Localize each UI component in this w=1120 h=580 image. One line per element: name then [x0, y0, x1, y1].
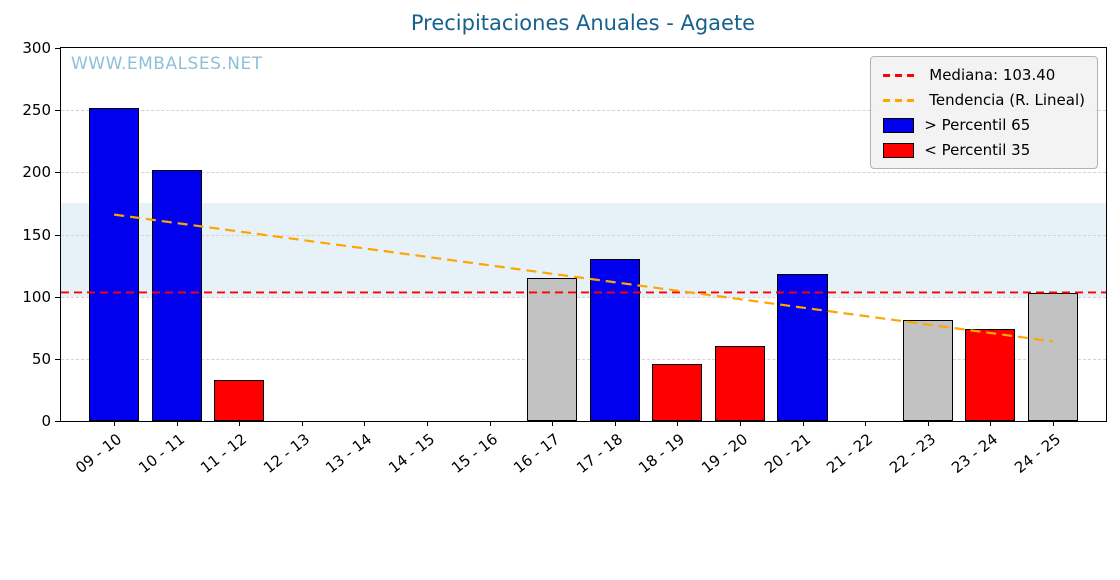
bar-09-10: [89, 107, 140, 421]
legend-label: Mediana: 103.40: [929, 66, 1056, 84]
legend-item: Mediana: 103.40: [883, 66, 1085, 84]
gridline: [61, 296, 1106, 298]
x-tick-mark: [677, 421, 679, 426]
x-tick-mark: [802, 421, 804, 426]
x-tick-mark: [739, 421, 741, 426]
x-tick-mark: [489, 421, 491, 426]
bar-24-25: [1027, 292, 1078, 421]
x-tick-mark: [552, 421, 554, 426]
y-tick-mark: [55, 110, 61, 112]
bar-16-17: [527, 278, 578, 421]
bar-23-24: [965, 329, 1016, 421]
y-tick-label: 300: [22, 39, 51, 57]
x-tick-mark: [1052, 421, 1054, 426]
y-tick-label: 50: [31, 349, 51, 368]
trend-line: [114, 213, 1053, 343]
x-tick-mark: [927, 421, 929, 426]
legend-item: > Percentil 65: [883, 116, 1085, 134]
x-tick-mark: [176, 421, 178, 426]
y-tick-label: 200: [22, 163, 51, 182]
legend-box-swatch: [883, 117, 915, 133]
x-tick-mark: [114, 421, 116, 426]
y-tick-mark: [55, 48, 61, 49]
x-tick-mark: [301, 421, 303, 426]
bar-22-23: [902, 320, 953, 421]
y-tick-mark: [55, 358, 61, 360]
bar-19-20: [714, 346, 765, 421]
legend-label: < Percentil 35: [924, 141, 1031, 159]
plot-area: WWW.EMBALSES.NET Mediana: 103.40 Tendenci…: [22, 39, 1107, 477]
y-tick-label: 150: [22, 225, 51, 244]
watermark: WWW.EMBALSES.NET: [71, 54, 263, 74]
y-tick-mark: [55, 296, 61, 298]
legend-dashed-line-swatch: [883, 73, 920, 77]
x-tick-mark: [990, 421, 992, 426]
legend-item: < Percentil 35: [883, 141, 1085, 159]
bar-18-19: [652, 363, 703, 421]
lines-layer: [61, 213, 1106, 343]
gridline: [61, 234, 1106, 236]
legend-label: > Percentil 65: [924, 116, 1031, 134]
bar-17-18: [589, 259, 640, 421]
x-tick-mark: [865, 421, 867, 426]
gridline: [61, 358, 1106, 360]
bar-10-11: [151, 169, 202, 421]
chart-title: Precipitaciones Anuales - Agaete: [410, 11, 756, 35]
legend-box-swatch: [883, 142, 915, 158]
gridline: [61, 110, 1106, 112]
legend-dashed-line-swatch: [883, 98, 920, 102]
legend-label: Tendencia (R. Lineal): [929, 91, 1085, 109]
legend-item: Tendencia (R. Lineal): [883, 91, 1085, 109]
bar-11-12: [214, 379, 265, 421]
y-tick-mark: [55, 234, 61, 236]
legend: Mediana: 103.40 Tendencia (R. Lineal) > Pe…: [870, 56, 1098, 169]
x-tick-mark: [427, 421, 429, 426]
y-tick-mark: [55, 172, 61, 174]
percentile-band: [61, 203, 1106, 297]
y-tick-mark: [55, 421, 61, 422]
x-tick-mark: [364, 421, 366, 426]
bar-20-21: [777, 274, 828, 421]
y-tick-label: 0: [41, 412, 51, 430]
y-tick-label: 100: [22, 287, 51, 306]
x-tick-mark: [239, 421, 241, 426]
y-tick-label: 250: [22, 101, 51, 120]
figure: Precipitaciones Anuales - Agaete WWW.EMB…: [22, 11, 1107, 477]
x-tick-mark: [614, 421, 616, 426]
gridline: [61, 172, 1106, 174]
